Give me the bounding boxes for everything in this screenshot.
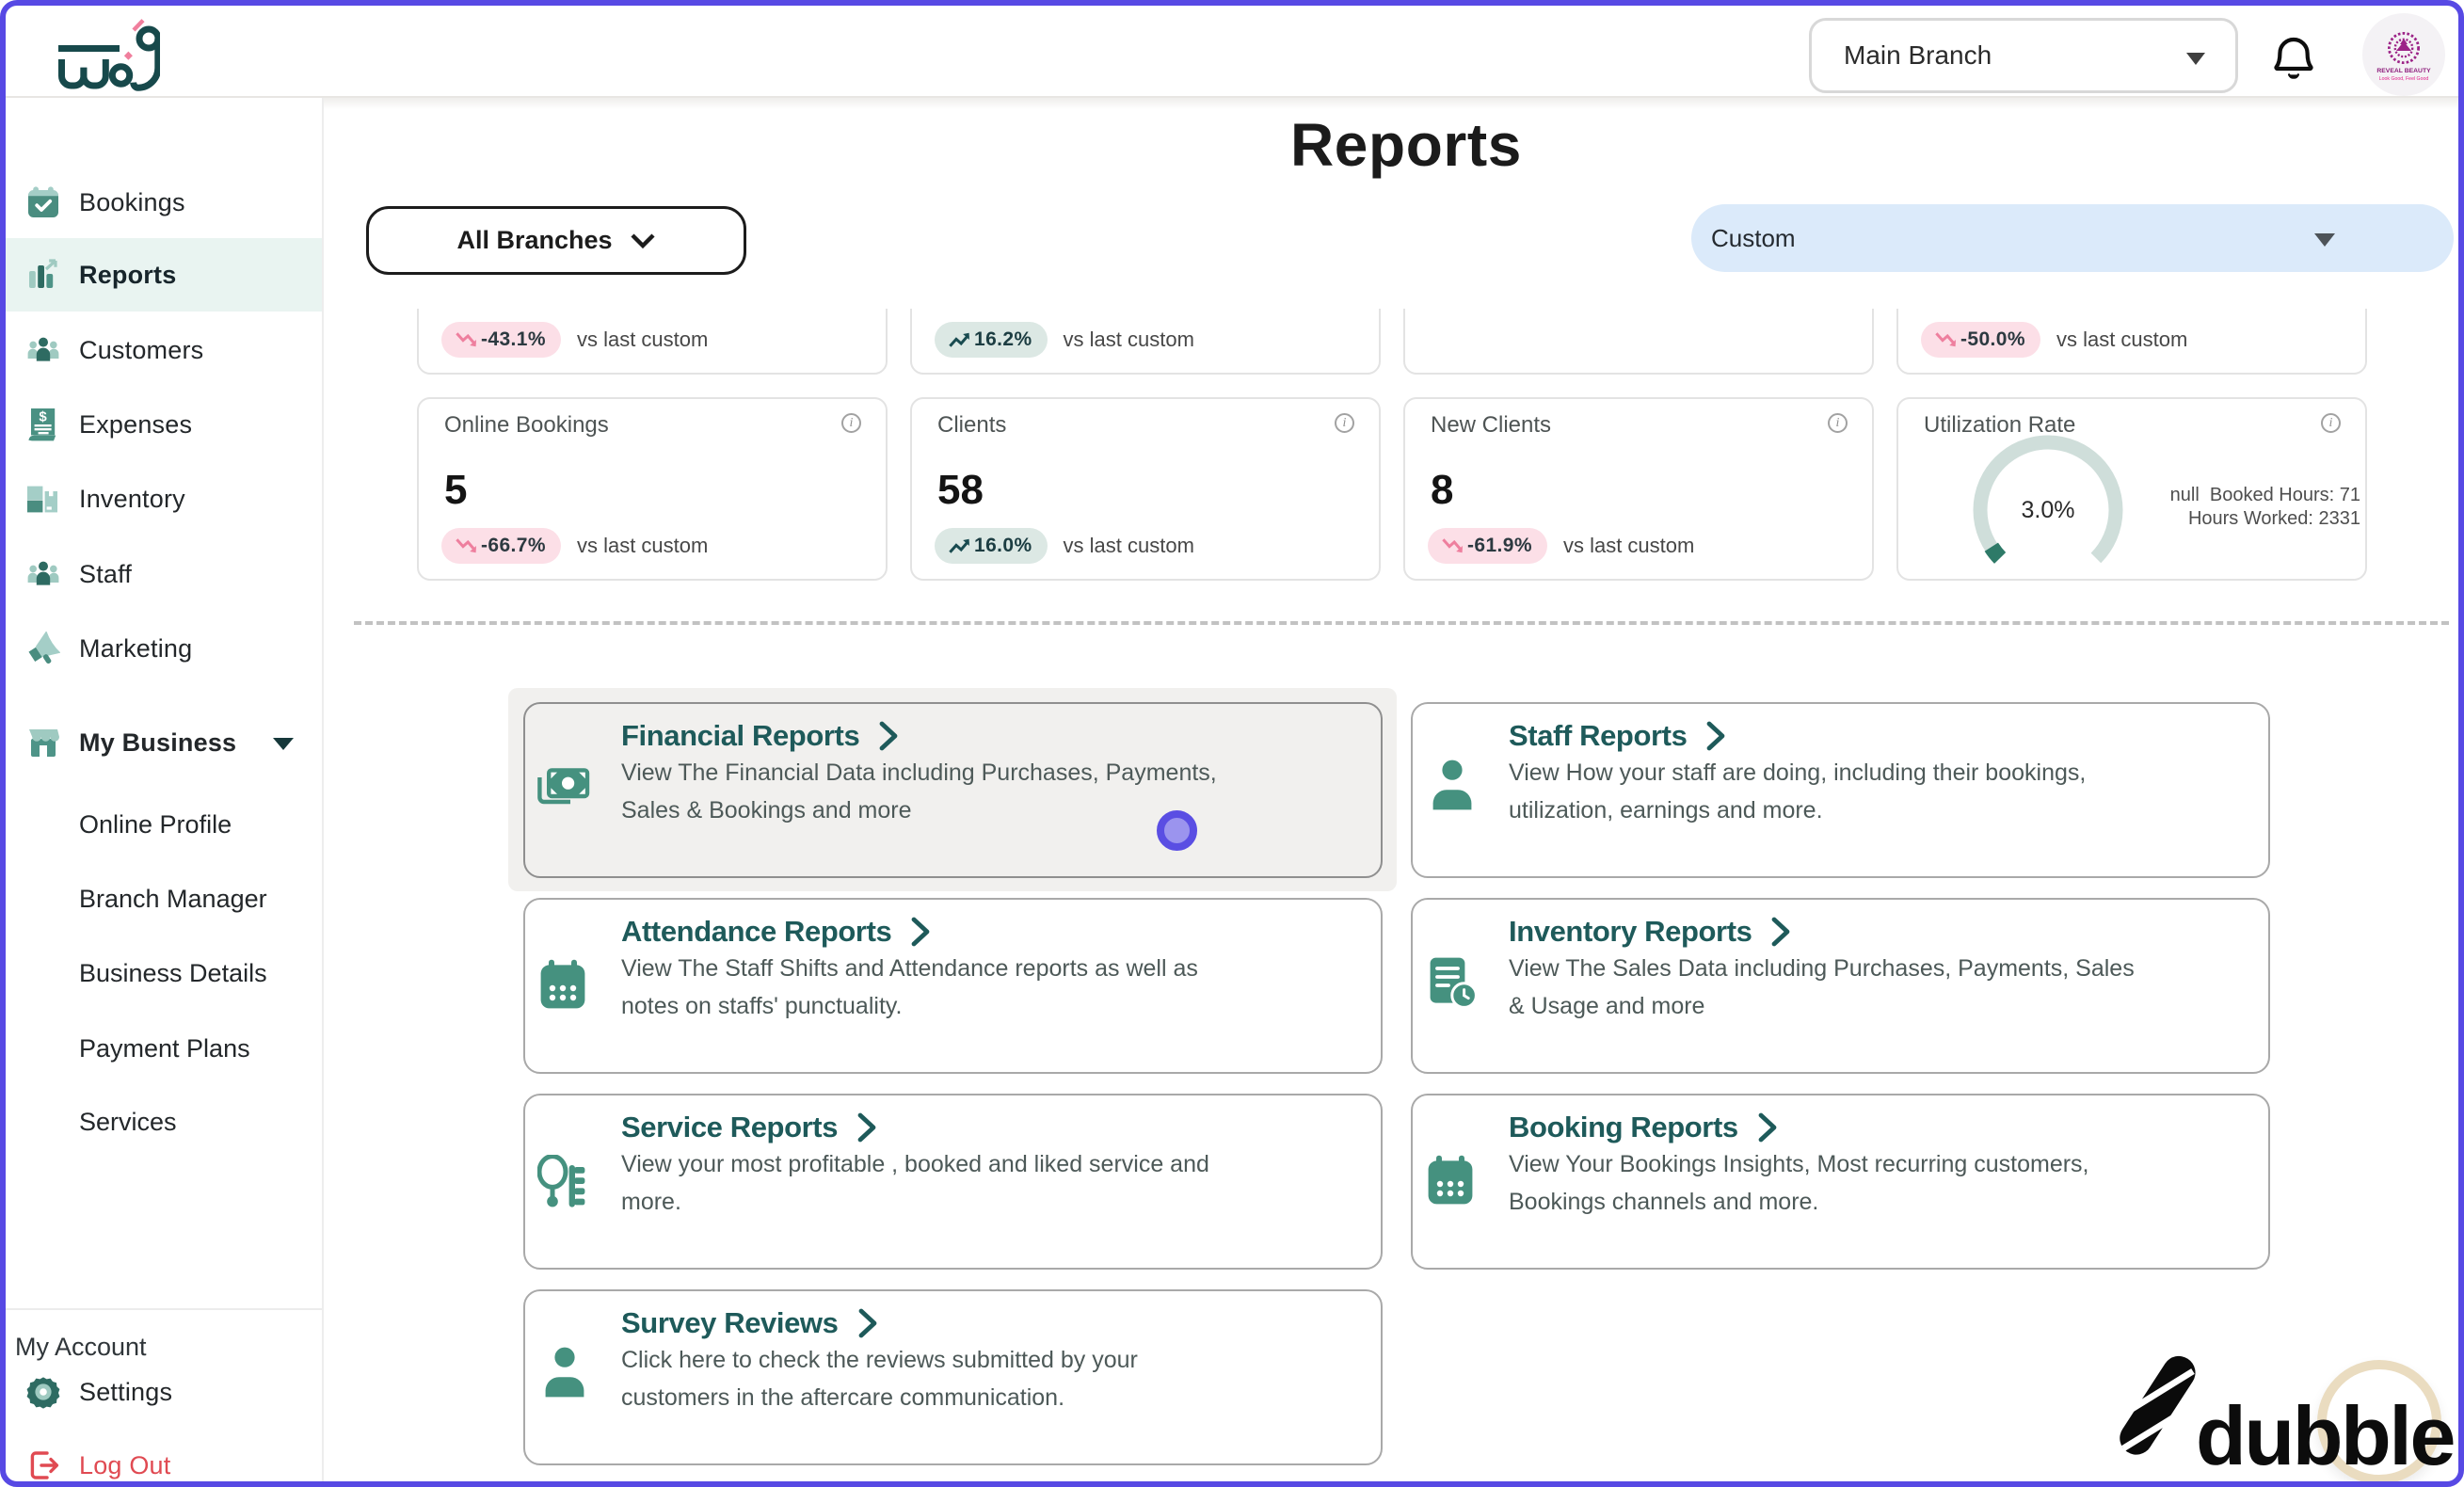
svg-text:REVEAL BEAUTY: REVEAL BEAUTY: [2376, 68, 2431, 74]
svg-text:3.0%: 3.0%: [2022, 497, 2075, 523]
svg-text:$: $: [39, 408, 47, 424]
svg-text:Look Good, Feel Good: Look Good, Feel Good: [2379, 76, 2429, 82]
